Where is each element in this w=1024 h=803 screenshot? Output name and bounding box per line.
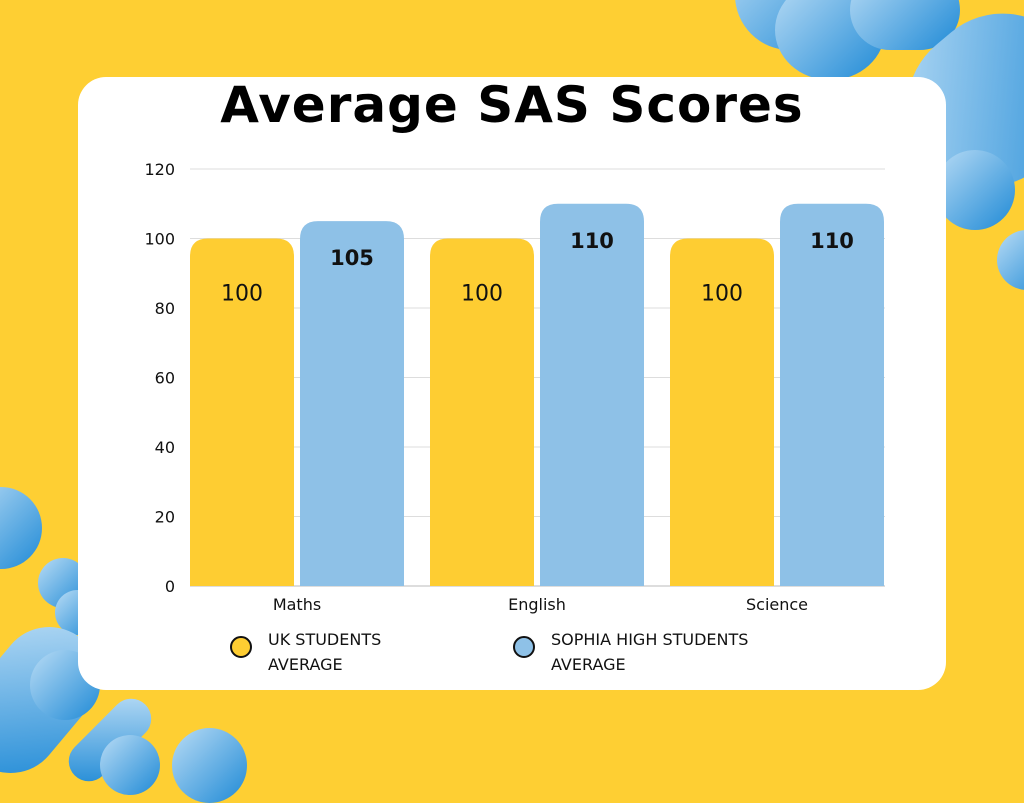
data-label: 100 — [461, 282, 503, 307]
y-tick-label: 20 — [155, 508, 175, 527]
data-label: 110 — [570, 229, 614, 253]
chart-title: Average SAS Scores — [220, 76, 804, 134]
data-label: 105 — [330, 246, 374, 270]
bar — [300, 221, 404, 586]
y-tick-label: 40 — [155, 438, 175, 457]
legend-label-sophia: SOPHIA HIGH STUDENTS AVERAGE — [551, 630, 749, 674]
bar — [780, 203, 884, 586]
legend-swatch-uk — [230, 636, 252, 658]
x-tick-label: English — [508, 595, 566, 614]
bar — [430, 238, 534, 586]
y-tick-label: 0 — [165, 577, 175, 596]
decorative-blob — [935, 150, 1015, 230]
legend-label-uk: UK STUDENTS AVERAGE — [268, 630, 382, 674]
y-tick-label: 80 — [155, 299, 175, 318]
data-label: 100 — [221, 282, 263, 307]
legend-item-sophia: SOPHIA HIGH STUDENTS AVERAGE — [513, 627, 751, 677]
y-tick-label: 120 — [144, 160, 175, 179]
y-tick-label: 100 — [144, 230, 175, 249]
bar-chart: 0 20 40 60 80 100 120 100 105 Maths 100 110 English 1… — [144, 160, 885, 614]
x-tick-label: Science — [746, 595, 808, 614]
data-label: 100 — [701, 282, 743, 307]
legend-swatch-sophia — [513, 636, 535, 658]
legend-item-uk: UK STUDENTS AVERAGE — [230, 627, 418, 677]
data-label: 110 — [810, 229, 854, 253]
y-tick-label: 60 — [155, 369, 175, 388]
bar — [540, 203, 644, 586]
bar — [670, 238, 774, 586]
bar — [190, 238, 294, 586]
x-tick-label: Maths — [273, 595, 321, 614]
